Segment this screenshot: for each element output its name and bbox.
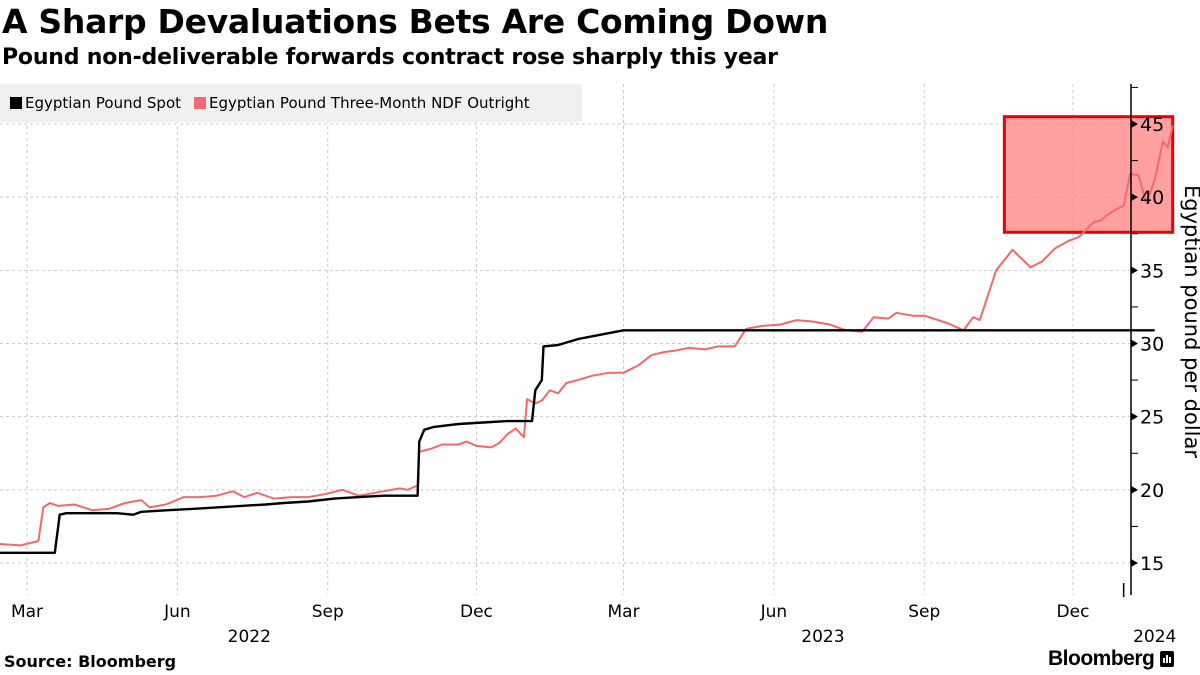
- gridlines: [0, 84, 1130, 595]
- y-major-tick: [1131, 485, 1138, 494]
- y-major-tick: [1131, 412, 1138, 421]
- x-year-label: 2024: [1133, 627, 1176, 647]
- brand-text: Bloomberg: [1048, 647, 1155, 670]
- legend-item-spot: Egyptian Pound Spot: [10, 94, 181, 112]
- x-tick-label: Jun: [163, 602, 191, 622]
- y-tick-label: 15: [1140, 553, 1164, 575]
- x-tick-label: Sep: [312, 602, 344, 622]
- legend-label-ndf: Egyptian Pound Three-Month NDF Outright: [209, 94, 530, 112]
- x-tick-label: Mar: [608, 602, 640, 622]
- y-tick-label: 45: [1140, 114, 1164, 136]
- x-year-label: 2023: [801, 627, 844, 647]
- legend-swatch-spot: [10, 97, 22, 109]
- y-axis-label: Egyptian pound per dollar: [1180, 185, 1200, 458]
- x-tick-label: Jun: [760, 602, 788, 622]
- x-tick-label: Dec: [1057, 602, 1090, 622]
- chart-subtitle: Pound non-deliverable forwards contract …: [2, 45, 778, 70]
- series-lines: [0, 125, 1174, 554]
- y-major-tick: [1131, 120, 1138, 128]
- x-axis: Mar Jun Sep Dec Mar Jun Sep Dec 2022 2023 2024: [11, 583, 1176, 647]
- y-axis: 15 20 25 30 35 40 45: [1130, 84, 1164, 595]
- legend: Egyptian Pound Spot Egyptian Pound Three…: [0, 84, 582, 122]
- series-line-spot: [0, 329, 1155, 554]
- x-year-label: 2022: [228, 627, 271, 647]
- y-major-tick: [1131, 559, 1138, 567]
- source-note: Source: Bloomberg: [4, 652, 177, 671]
- y-tick-label: 20: [1140, 480, 1164, 502]
- y-tick-label: 30: [1140, 334, 1164, 356]
- legend-item-ndf: Egyptian Pound Three-Month NDF Outright: [194, 94, 530, 112]
- y-tick-label: 25: [1140, 407, 1164, 429]
- y-major-tick: [1131, 193, 1138, 202]
- y-tick-label: 40: [1140, 187, 1164, 209]
- legend-swatch-ndf: [194, 97, 207, 109]
- chart-title: A Sharp Devaluations Bets Are Coming Dow…: [2, 2, 829, 41]
- x-tick-label: Dec: [460, 602, 493, 622]
- highlight-annotation: [1002, 115, 1175, 234]
- series-line-ndf: [0, 125, 1174, 547]
- bloomberg-chart-icon: [1160, 651, 1175, 667]
- bloomberg-logo: Bloomberg: [1048, 647, 1175, 671]
- y-major-tick: [1131, 266, 1138, 275]
- x-tick-label: Sep: [908, 602, 940, 622]
- x-tick-label: Mar: [11, 602, 43, 622]
- y-major-tick: [1131, 339, 1138, 348]
- legend-label-spot: Egyptian Pound Spot: [25, 94, 182, 112]
- y-tick-label: 35: [1140, 260, 1164, 282]
- highlight-box: [1002, 115, 1175, 234]
